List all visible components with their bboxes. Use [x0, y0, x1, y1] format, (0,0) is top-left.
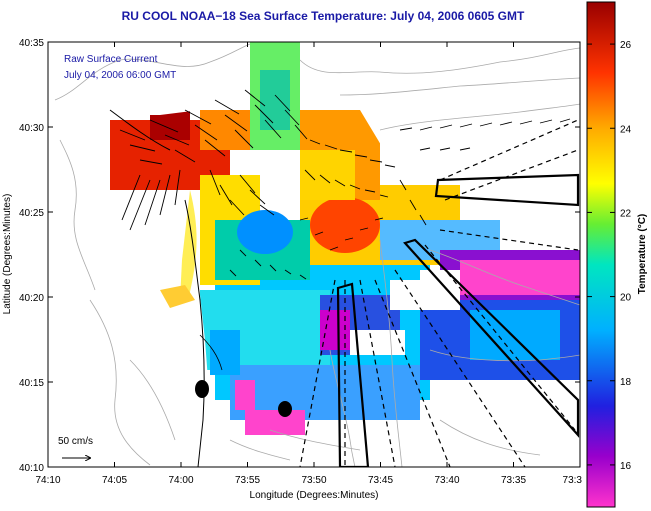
colorbar-label: Temperature (°C) [637, 214, 648, 295]
colorbar-gradient [586, 1, 616, 508]
colorbar-tick-label: 22 [620, 208, 632, 219]
station-marker-1 [195, 380, 209, 398]
colorbar-tick-label: 24 [620, 124, 632, 135]
scale-label: 50 cm/s [58, 436, 93, 447]
colorbar-tick-label: 20 [620, 293, 632, 304]
x-tick-label: 74:00 [168, 475, 193, 486]
x-tick-label: 73:40 [434, 475, 459, 486]
colorbar-tick-label: 18 [620, 377, 632, 388]
bathymetry-contours [54, 43, 580, 467]
y-tick-label: 40:35 [19, 38, 44, 49]
annotation-line-1: Raw Surface Current [64, 54, 158, 65]
plot-area [48, 42, 580, 467]
y-tick-label: 40:10 [19, 463, 44, 474]
map-title: RU COOL NOAA−18 Sea Surface Temperature:… [122, 9, 525, 23]
x-tick-label: 73:50 [301, 475, 326, 486]
x-tick-label: 73:45 [368, 475, 393, 486]
x-axis-label: Longitude (Degrees:Minutes) [250, 490, 379, 501]
colorbar: 26 24 22 20 18 16 Temperature (°C) [586, 1, 648, 508]
y-tick-label: 40:20 [19, 293, 44, 304]
x-axis: 74:10 74:05 74:00 73:55 73:50 73:45 73:40 73:35… [35, 42, 582, 486]
colorbar-tick-label: 26 [620, 40, 632, 51]
x-tick-label: 73:3 [563, 475, 583, 486]
y-axis-label: Latitude (Degrees:Minutes) [2, 194, 13, 315]
colorbar-ticks: 26 24 22 20 18 16 [587, 40, 632, 472]
y-tick-label: 40:25 [19, 208, 44, 219]
boundary-polygons [336, 173, 580, 467]
y-tick-label: 40:30 [19, 123, 44, 134]
x-tick-label: 74:05 [102, 475, 127, 486]
x-tick-label: 73:35 [501, 475, 526, 486]
station-marker-2 [278, 401, 292, 417]
current-vectors [119, 89, 571, 280]
colorbar-tick-label: 16 [620, 461, 632, 472]
x-tick-label: 73:55 [235, 475, 260, 486]
sst-field [110, 42, 580, 435]
annotation-line-2: July 04, 2006 06:00 GMT [64, 70, 176, 81]
y-tick-label: 40:15 [19, 378, 44, 389]
x-tick-label: 74:10 [35, 475, 60, 486]
y-axis: 40:35 40:30 40:25 40:20 40:15 40:10 [19, 38, 580, 474]
